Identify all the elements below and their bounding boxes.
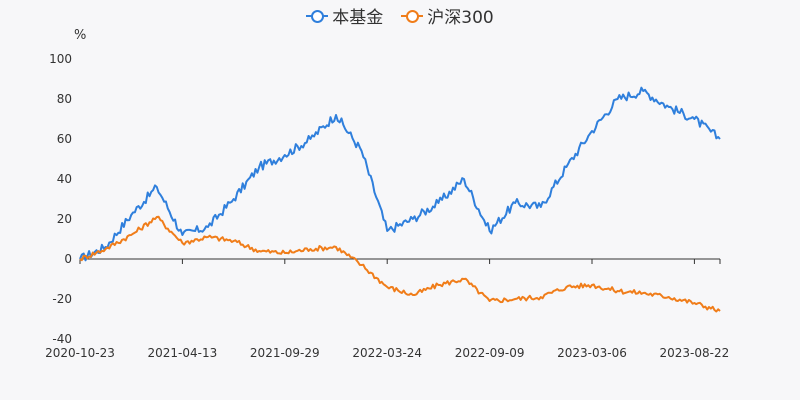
series-lines	[79, 86, 721, 313]
fund-series-line	[79, 86, 721, 262]
y-tick-label: 0	[64, 252, 72, 266]
x-tick-label: 2023-03-06	[557, 346, 627, 360]
legend-item-index[interactable]: 沪深300	[401, 3, 494, 28]
x-tick-label: 2021-04-13	[148, 346, 218, 360]
fund-line-marker-icon	[306, 9, 329, 23]
x-tick-label: 2022-03-24	[352, 346, 422, 360]
index-series-line	[79, 215, 721, 313]
y-tick-label: 80	[57, 92, 72, 106]
legend-fund-label: 本基金	[332, 8, 384, 28]
y-tick-label: 60	[57, 132, 72, 146]
y-tick-label: -40	[52, 332, 72, 346]
y-axis-unit: %	[74, 28, 87, 43]
y-tick-label: 40	[57, 172, 72, 186]
y-tick-label: -20	[52, 292, 72, 306]
x-tick-label: 2022-09-09	[455, 346, 525, 360]
index-line-marker-icon	[401, 9, 424, 23]
legend-item-fund[interactable]: 本基金	[306, 3, 383, 28]
x-tick-label: 2020-10-23	[45, 346, 115, 360]
x-tick-label: 2021-09-29	[250, 346, 320, 360]
x-axis-ticks: 2020-10-23 2021-04-13 2021-09-29 2022-03-24…	[45, 259, 729, 360]
y-tick-label: 20	[57, 212, 72, 226]
y-tick-label: 100	[49, 52, 72, 66]
legend-index-label: 沪深300	[427, 8, 494, 28]
legend: 本基金 沪深300	[0, 3, 800, 28]
y-axis-ticks: -40 -20 0 20 40 60 80 100	[49, 52, 72, 346]
x-tick-label: 2023-08-22	[660, 346, 730, 360]
